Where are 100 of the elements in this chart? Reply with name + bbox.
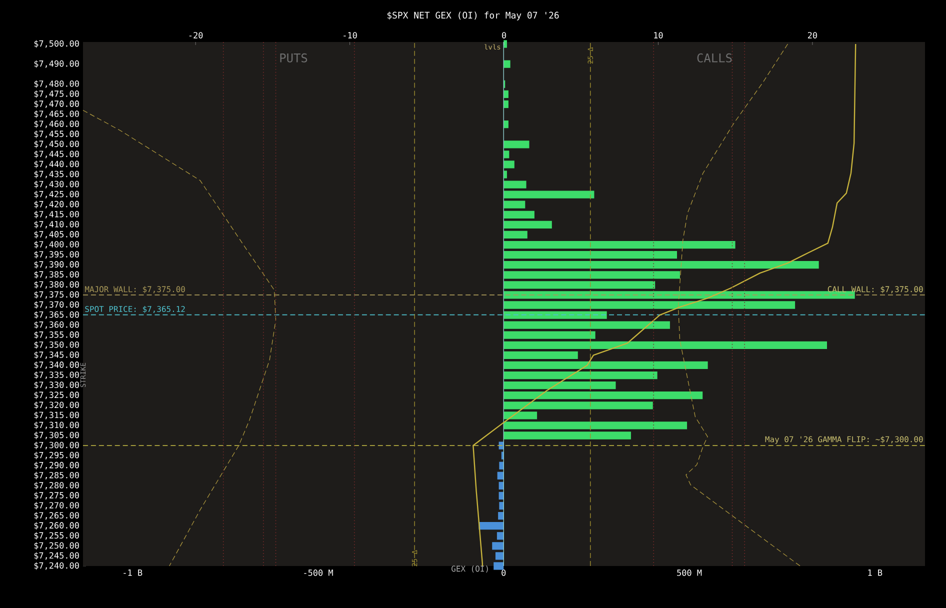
y-tick-label: $7,445.00 xyxy=(34,150,79,158)
bar xyxy=(504,90,508,98)
bar xyxy=(504,301,796,309)
bar xyxy=(504,281,656,289)
y-tick-label: $7,360.00 xyxy=(34,321,79,329)
bar xyxy=(504,291,855,299)
y-tick-label: $7,380.00 xyxy=(34,281,79,289)
bar xyxy=(498,492,504,500)
bar xyxy=(504,331,596,339)
y-tick-label: $7,355.00 xyxy=(34,331,79,339)
bar xyxy=(504,392,703,400)
y-tick-label: $7,475.00 xyxy=(34,90,79,98)
bar xyxy=(504,361,708,370)
y-tick-label: $7,340.00 xyxy=(34,361,79,370)
x2-tick-label: 20 xyxy=(808,32,817,38)
y-tick-label: $7,425.00 xyxy=(34,190,79,198)
x-tick-label: 0 xyxy=(502,570,506,576)
y-tick-label: $7,280.00 xyxy=(34,482,79,490)
y-tick-label: $7,315.00 xyxy=(34,412,79,420)
bar xyxy=(504,40,507,48)
y-tick-label: $7,365.00 xyxy=(34,311,79,319)
y-tick-label: $7,270.00 xyxy=(34,502,79,510)
y-tick-label: $7,260.00 xyxy=(34,522,79,530)
bar xyxy=(504,381,616,390)
y-tick-label: $7,285.00 xyxy=(34,472,79,480)
y-tick-label: $7,395.00 xyxy=(34,250,79,259)
x-tick-label: 500 M xyxy=(677,570,702,576)
y-tick-label: $7,240.00 xyxy=(34,562,79,570)
bar xyxy=(478,522,504,530)
y-tick-label: $7,465.00 xyxy=(34,110,79,118)
bar xyxy=(495,552,504,560)
y-tick-label: $7,455.00 xyxy=(34,130,79,138)
bar xyxy=(504,220,552,229)
y-tick-label: $7,255.00 xyxy=(34,532,79,540)
y-tick-label: $7,295.00 xyxy=(34,452,79,460)
bar xyxy=(497,472,504,480)
bar xyxy=(504,261,819,269)
bar xyxy=(499,462,504,470)
y-tick-label: $7,435.00 xyxy=(34,170,79,178)
bar xyxy=(504,120,508,128)
y-tick-label: $7,290.00 xyxy=(34,462,79,470)
y-tick-label: $7,450.00 xyxy=(34,140,79,148)
y-tick-label: $7,480.00 xyxy=(34,80,79,88)
y-tick-label: $7,265.00 xyxy=(34,512,79,520)
y-tick-label: $7,405.00 xyxy=(34,230,79,239)
y-tick-label: $7,500.00 xyxy=(34,40,79,48)
y-tick-label: $7,305.00 xyxy=(34,432,79,440)
bar xyxy=(504,422,688,430)
y-tick-label: $7,310.00 xyxy=(34,422,79,430)
y-tick-label: $7,275.00 xyxy=(34,492,79,500)
bar xyxy=(504,250,678,259)
bar xyxy=(498,482,504,490)
annotation: CALLS xyxy=(697,53,732,62)
bar xyxy=(492,542,504,550)
bar xyxy=(504,311,607,319)
y-tick-label: $7,350.00 xyxy=(34,341,79,349)
y-tick-label: $7,400.00 xyxy=(34,240,79,249)
y-tick-label: $7,440.00 xyxy=(34,160,79,168)
y-tick-label: $7,245.00 xyxy=(34,552,79,560)
y-tick-label: $7,490.00 xyxy=(34,60,79,68)
y-tick-label: $7,250.00 xyxy=(34,542,79,550)
y-tick-label: $7,420.00 xyxy=(34,200,79,208)
bar xyxy=(504,60,510,68)
bar xyxy=(504,402,653,410)
y-tick-label: $7,430.00 xyxy=(34,180,79,188)
x-tick-label: 1 B xyxy=(868,570,882,576)
x2-tick-label: -20 xyxy=(189,32,203,38)
y-tick-label: $7,375.00 xyxy=(34,291,79,299)
y-tick-label: $7,330.00 xyxy=(34,381,79,390)
bar xyxy=(504,412,538,420)
y-tick-label: $7,415.00 xyxy=(34,210,79,218)
bar xyxy=(494,562,504,570)
y-tick-label: $7,390.00 xyxy=(34,261,79,269)
bar xyxy=(504,341,827,349)
y-tick-label: $7,385.00 xyxy=(34,271,79,279)
bar xyxy=(504,160,514,168)
bar xyxy=(504,210,534,218)
y-tick-label: $7,300.00 xyxy=(34,442,79,450)
x2-tick-label: 0 xyxy=(502,32,506,38)
bar xyxy=(504,180,526,188)
chart-title: $SPX NET GEX (OI) for May 07 '26 xyxy=(387,12,559,20)
bar xyxy=(504,351,578,360)
bar xyxy=(504,140,530,148)
y-tick-label: $7,335.00 xyxy=(34,371,79,380)
y-tick-label: $7,325.00 xyxy=(34,392,79,400)
y-tick-label: $7,410.00 xyxy=(34,220,79,229)
y-tick-label: $7,470.00 xyxy=(34,100,79,108)
bar xyxy=(504,190,594,198)
y-tick-label: $7,460.00 xyxy=(34,120,79,128)
y-tick-label: $7,370.00 xyxy=(34,301,79,309)
bar xyxy=(504,321,670,329)
bar xyxy=(504,240,736,249)
bar xyxy=(504,271,680,279)
x2-tick-label: 10 xyxy=(654,32,663,38)
x2-tick-label: -10 xyxy=(344,32,357,38)
bar xyxy=(504,230,528,239)
bar xyxy=(496,532,504,540)
bar xyxy=(504,100,508,108)
annotation: PUTS xyxy=(280,53,308,62)
bar xyxy=(504,432,631,440)
